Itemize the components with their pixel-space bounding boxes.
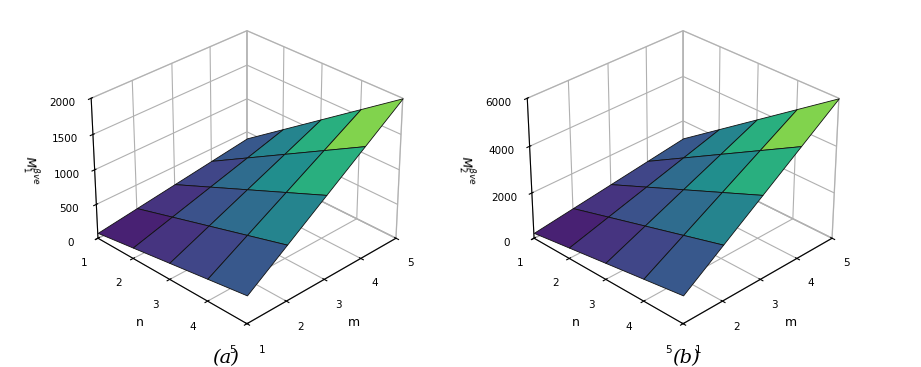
Y-axis label: n: n [135,316,144,328]
Text: (a): (a) [212,349,239,367]
X-axis label: m: m [348,316,360,328]
Y-axis label: n: n [572,316,579,328]
X-axis label: m: m [785,316,797,328]
Text: (b): (b) [672,349,700,367]
